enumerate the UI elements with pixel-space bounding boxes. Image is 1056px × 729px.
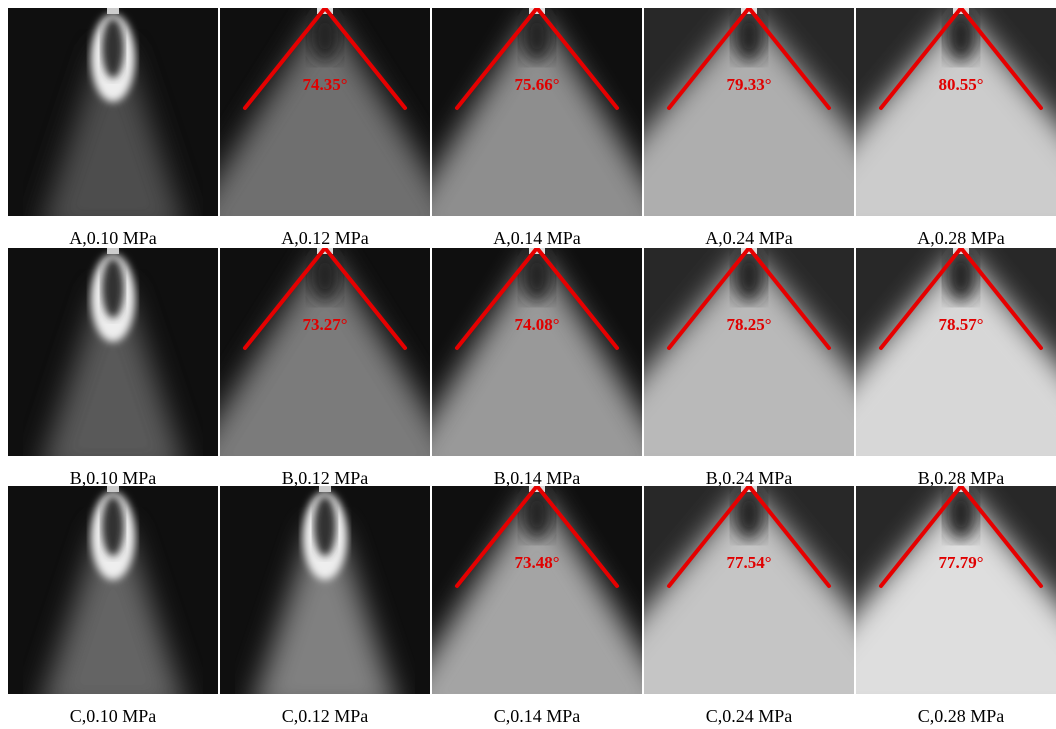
spray-photo: 73.27° <box>220 248 430 456</box>
spray-photo <box>8 8 218 216</box>
panel-caption: C,0.12 MPa <box>219 706 431 727</box>
angle-label: 74.35° <box>302 75 347 94</box>
angle-label: 78.57° <box>938 315 983 334</box>
spray-core <box>733 250 765 302</box>
nozzle <box>107 486 119 492</box>
angle-label: 79.33° <box>726 75 771 94</box>
spray-photo: 74.08° <box>432 248 642 456</box>
panel-caption: A,0.14 MPa <box>431 228 643 249</box>
panel-caption: A,0.10 MPa <box>7 228 219 249</box>
spray-photo: 78.25° <box>644 248 854 456</box>
panel-caption: A,0.28 MPa <box>855 228 1056 249</box>
panel-caption: C,0.28 MPa <box>855 706 1056 727</box>
spray-photo <box>220 486 430 694</box>
spray-core <box>733 10 765 62</box>
panel-caption: C,0.10 MPa <box>7 706 219 727</box>
spray-core <box>102 496 124 556</box>
spray-core <box>102 18 124 78</box>
angle-label: 80.55° <box>938 75 983 94</box>
spray-photo <box>8 486 218 694</box>
spray-core <box>945 488 977 540</box>
spray-core <box>102 258 124 318</box>
figure: A,0.10 MPa 74.35° A,0.12 MPa 75.66° A,0.14 M… <box>0 0 1056 729</box>
spray-photo: 74.35° <box>220 8 430 216</box>
spray-core <box>521 250 553 302</box>
spray-photo: 75.66° <box>432 8 642 216</box>
spray-core <box>314 496 336 556</box>
angle-label: 74.08° <box>514 315 559 334</box>
panel-caption: C,0.24 MPa <box>643 706 855 727</box>
spray-core <box>945 10 977 62</box>
angle-label: 73.48° <box>514 553 559 572</box>
spray-core <box>521 10 553 62</box>
nozzle <box>107 248 119 254</box>
angle-label: 73.27° <box>302 315 347 334</box>
spray-core <box>309 10 341 62</box>
panel-caption: A,0.12 MPa <box>219 228 431 249</box>
spray-photo <box>8 248 218 456</box>
angle-label: 77.79° <box>938 553 983 572</box>
spray-core <box>945 250 977 302</box>
nozzle <box>107 8 119 14</box>
nozzle <box>319 486 331 492</box>
spray-core <box>309 250 341 302</box>
spray-core <box>733 488 765 540</box>
angle-label: 78.25° <box>726 315 771 334</box>
panel-caption: C,0.14 MPa <box>431 706 643 727</box>
panel-caption: A,0.24 MPa <box>643 228 855 249</box>
spray-photo: 80.55° <box>856 8 1056 216</box>
spray-photo: 77.79° <box>856 486 1056 694</box>
spray-photo: 77.54° <box>644 486 854 694</box>
spray-photo: 78.57° <box>856 248 1056 456</box>
spray-photo: 73.48° <box>432 486 642 694</box>
angle-label: 77.54° <box>726 553 771 572</box>
angle-label: 75.66° <box>514 75 559 94</box>
spray-photo: 79.33° <box>644 8 854 216</box>
spray-core <box>521 488 553 540</box>
